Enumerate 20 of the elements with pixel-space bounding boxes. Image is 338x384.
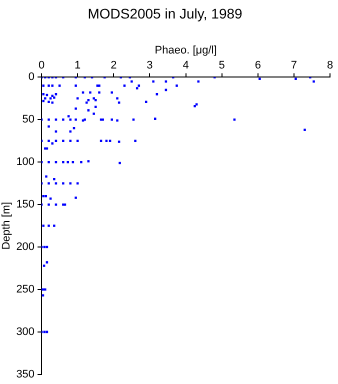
x-tick-label: 2 xyxy=(110,60,117,72)
x-tick-label: 6 xyxy=(254,60,261,72)
x-axis-title: Phaeo. [μg/l] xyxy=(154,44,217,56)
y-tick-label: 350 xyxy=(16,368,35,380)
y-tick-label: 0 xyxy=(28,71,35,84)
x-tick-label: 1 xyxy=(74,60,81,72)
y-tick-label: 250 xyxy=(16,284,35,296)
x-tick-label: 0 xyxy=(38,60,45,72)
y-tick-label: 200 xyxy=(16,241,35,254)
y-tick-label: 300 xyxy=(16,326,35,338)
y-tick-label: 100 xyxy=(16,156,35,168)
x-tick-label: 7 xyxy=(290,60,298,72)
y-tick-label: 50 xyxy=(22,114,35,126)
x-tick-label: 8 xyxy=(326,60,334,72)
x-tick-label: 4 xyxy=(182,60,189,72)
chart-title: MODS2005 in July, 1989 xyxy=(88,5,243,22)
x-tick-label: 5 xyxy=(218,60,225,72)
x-tick-label: 3 xyxy=(146,60,153,72)
y-axis-title: Depth [m] xyxy=(0,202,13,250)
y-tick-label: 150 xyxy=(16,198,35,211)
